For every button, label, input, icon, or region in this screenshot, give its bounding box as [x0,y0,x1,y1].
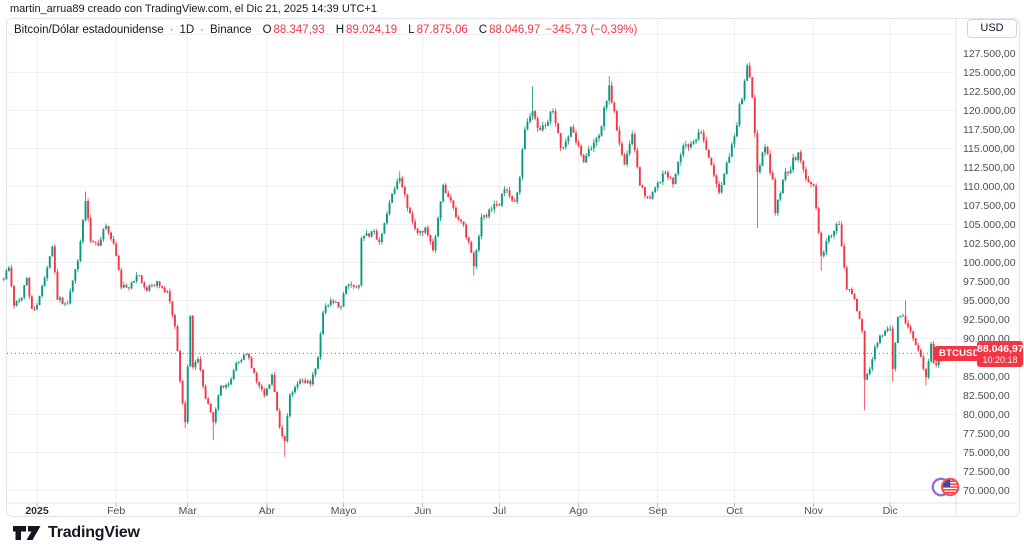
time-tick-label: Feb [107,505,126,517]
price-tick-label: 110.000,00 [963,180,1015,193]
currency-toggle-button[interactable]: USD [967,19,1017,38]
price-tick-label: 82.500,00 [963,389,1010,402]
tradingview-logo[interactable]: TradingView [12,523,140,543]
price-tick-label: 112.500,00 [963,161,1015,174]
current-price-badge: 88.046,97 10:20:18 [977,340,1024,368]
time-tick-label: Jun [414,505,432,517]
legend-low: L 87.875,06 [408,24,468,36]
time-tick-label: Ago [569,505,588,517]
legend-open: O 88.347,93 [262,24,325,36]
price-tick-label: 92.500,00 [963,313,1010,326]
time-tick-label: Nov [804,505,823,517]
chart-widget [6,18,1020,517]
time-tick-label: Mayo [330,505,357,517]
price-tick-label: 125.000,00 [963,66,1016,79]
time-tick-label: 2025 [25,505,49,517]
legend-symbol: Bitcoin/Dólar estadounidense [14,24,164,36]
chart-legend: Bitcoin/Dólar estadounidense · 1D · Bina… [14,24,637,36]
price-tick-label: 80.000,00 [963,408,1010,421]
time-tick-label: Sep [648,505,668,517]
legend-separator: · [200,24,204,36]
countdown-timer: 10:20:18 [982,354,1018,365]
tradingview-logo-text: TradingView [48,524,140,541]
time-tick-label: Abr [258,505,276,517]
legend-change: −345,73 (−0,39%) [545,24,638,36]
tradingview-logo-icon [13,526,41,540]
price-tick-label: 85.000,00 [963,370,1010,383]
price-tick-label: 127.500,00 [963,47,1016,60]
legend-interval: 1D [179,24,195,36]
time-tick-label: Oct [726,505,743,517]
legend-separator: · [169,24,174,36]
price-tick-label: 72.500,00 [963,465,1010,478]
price-tick-label: 115.000,00 [963,142,1015,155]
price-tick-label: 120.000,00 [963,104,1016,117]
attribution-text: martin_arrua89 creado con TradingView.co… [10,3,377,15]
legend-exchange: Binance [210,24,252,36]
price-tick-label: 75.000,00 [963,446,1010,459]
price-tick-label: 122.500,00 [963,85,1016,98]
price-tick-label: 70.000,00 [963,484,1010,497]
usd-flag-icon [931,477,960,497]
current-price: 88.046,97 [977,342,1024,355]
price-tick-label: 102.500,00 [963,237,1016,250]
price-tick-label: 107.500,00 [963,199,1016,212]
price-line-symbol-label: BTCUSD [934,345,985,361]
price-tick-label: 117.500,00 [963,123,1015,136]
time-tick-label: Jul [492,505,507,517]
price-tick-label: 97.500,00 [963,275,1010,288]
time-tick-label: Mar [178,505,197,517]
price-tick-label: 77.500,00 [963,427,1010,440]
price-tick-label: 95.000,00 [963,294,1010,307]
price-tick-label: 100.000,00 [963,256,1016,269]
time-tick-label: Dic [882,505,898,517]
price-tick-label: 105.000,00 [963,218,1016,231]
legend-high: H 89.024,19 [335,24,398,36]
legend-close: C 88.046,97 [478,24,541,36]
